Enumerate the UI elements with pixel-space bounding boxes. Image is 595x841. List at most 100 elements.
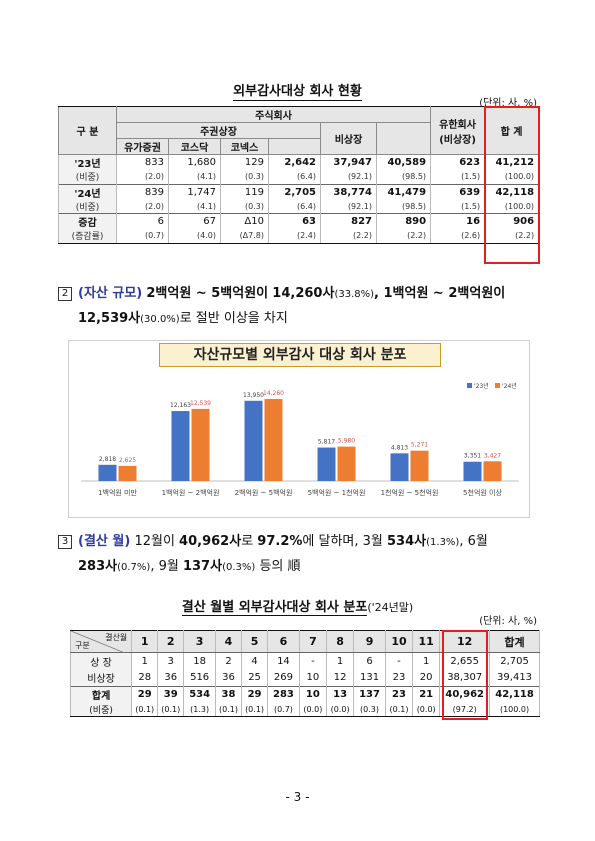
header-kospi: 유가증권 [116, 138, 169, 155]
bar-y24 [410, 450, 429, 481]
table-cell: 42,118 [489, 686, 540, 703]
table-cell: - [298, 652, 327, 670]
table-cell: 18 [183, 652, 216, 670]
header-category: 구 분 [58, 106, 117, 155]
table-cell: 13 [325, 686, 355, 703]
row-label: '24년 [58, 183, 117, 200]
table-cell: 36 [214, 669, 243, 687]
table-cell: 906 [484, 213, 540, 229]
table-cell: 12 [325, 669, 355, 687]
table-cell: (0.1) [241, 702, 269, 717]
category-label: 1천억원 ~ 5천억원 [381, 488, 439, 497]
table-cell: 25 [241, 669, 269, 687]
table-cell: 21 [412, 686, 441, 703]
month-header: 합계 [489, 630, 540, 653]
table-cell: 283 [267, 686, 300, 703]
table-cell: 29 [241, 686, 269, 703]
table-cell: 839 [116, 183, 169, 200]
table-cell: 63 [268, 213, 321, 229]
bar-y23 [463, 461, 482, 481]
category-label: 1백억원 미만 [98, 488, 137, 497]
table-cell: 37,947 [320, 154, 377, 170]
table-cell: (0.3) [220, 170, 269, 184]
row-label: 상 장 [69, 652, 133, 670]
bar-y24 [191, 408, 210, 481]
table-row: (비중) (0.1) (0.1) (1.3) (0.1) (0.1) (0.7) (0.0)(… [69, 702, 540, 717]
table-cell: 3 [157, 652, 185, 670]
legend-swatch [495, 383, 500, 388]
table-cell: (1.5) [430, 170, 486, 184]
table-cell: (2.0) [116, 170, 169, 184]
table-cell: (4.1) [168, 199, 221, 214]
table-cell: (92.1) [320, 170, 377, 184]
table-cell: 119 [220, 183, 269, 200]
table-cell: 2,705 [489, 652, 540, 670]
row-label: 합계 [69, 686, 133, 703]
header-stock: 주식회사 [115, 106, 432, 123]
table-row: 비상장 28 36 516 36 25 269 10 12 131 23 20 38,307 39,413 [69, 669, 540, 687]
table-cell: (0.1) [384, 702, 414, 717]
month-header: 9 [353, 630, 386, 653]
table-cell: 20 [412, 669, 441, 687]
data-label: 14,260 [263, 390, 284, 397]
header-total: 합 계 [484, 106, 540, 155]
table-cell: 36 [157, 669, 185, 687]
row-label: '23년 [58, 154, 117, 170]
bar-y23 [98, 464, 117, 481]
table-cell: (2.0) [116, 199, 169, 214]
data-label: 5,980 [338, 438, 355, 445]
data-label: 4,813 [391, 444, 408, 451]
table-cell: Δ10 [220, 213, 269, 229]
table-cell: 40,962 [439, 686, 491, 703]
table-cell: 1,747 [168, 183, 221, 200]
table-cell: - [384, 652, 414, 670]
table-cell: (2.6) [430, 229, 486, 244]
table-cell: (0.7) [267, 702, 300, 717]
table-row: (비중) (2.0) (4.1) (0.3) (6.4) (92.1) (98.5) (1.5… [58, 170, 540, 184]
month-header: 1 [131, 630, 159, 653]
table-row: 합계 29 39 534 38 29 283 10 13 137 23 21 40,962 42,118 [69, 686, 540, 703]
table-cell: (0.7) [116, 229, 169, 244]
bar-y23 [390, 453, 409, 481]
paragraph-asset-size: 2 (자산 규모) 2백억원 ~ 5백억원이 14,260사(33.8%), 1백… [58, 282, 548, 332]
table-cell: (1.5) [430, 199, 486, 214]
table-cell: 4 [241, 652, 269, 670]
bar-y24 [483, 461, 502, 481]
table-cell: (98.5) [375, 199, 432, 214]
table-cell: 28 [131, 669, 159, 687]
table-cell: 269 [267, 669, 300, 687]
table-cell: 129 [220, 154, 269, 170]
data-label: 13,950 [243, 392, 264, 399]
table-cell: 23 [384, 669, 414, 687]
page-number: - 3 - [285, 790, 310, 804]
table-cell: 1 [325, 652, 355, 670]
table-cell: 516 [183, 669, 216, 687]
row-label: (증감률) [58, 229, 117, 244]
table-cell: 1 [131, 652, 159, 670]
table-cell: 2,655 [439, 652, 491, 670]
table-cell: (92.1) [320, 199, 377, 214]
data-label: 3,427 [484, 452, 501, 459]
table-cell: (0.1) [131, 702, 159, 717]
table-cell: 38 [214, 686, 243, 703]
table-cell: 16 [430, 213, 486, 229]
table-cell: 639 [430, 183, 486, 200]
table-cell: 1,680 [168, 154, 221, 170]
data-label: 3,351 [464, 453, 481, 460]
table2-corner-cell: 결산월 구분 [69, 630, 133, 653]
month-header: 2 [157, 630, 185, 653]
table-cell: 39,413 [489, 669, 540, 687]
table-cell: (100.0) [484, 170, 540, 184]
table-cell: (4.0) [168, 229, 221, 244]
table-cell: (100.0) [489, 702, 540, 717]
data-label: 2,625 [119, 457, 136, 464]
table-cell: 1 [412, 652, 441, 670]
table2-title: 결산 월별 외부감사대상 회사 분포('24년말) [181, 600, 414, 616]
table-cell: (0.0) [412, 702, 441, 717]
row-label: (비중) [58, 170, 117, 184]
header-listed-subtotal [268, 138, 321, 155]
table-cell: 2,705 [268, 183, 321, 200]
bar-y23 [171, 411, 190, 481]
bar-y23 [244, 400, 263, 481]
table-row: 증감 6 67 Δ10 63 827 890 16 906 [58, 213, 540, 229]
